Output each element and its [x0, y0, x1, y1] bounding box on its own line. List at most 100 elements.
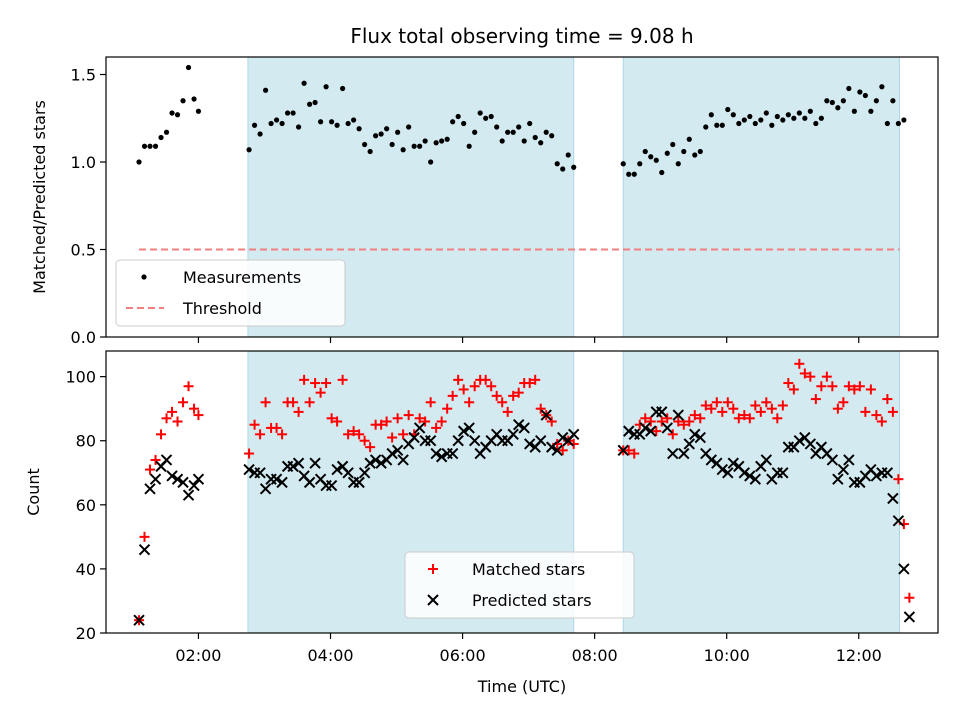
measurement-point — [846, 85, 852, 92]
matched-star-point — [744, 413, 755, 424]
predicted-star-point — [309, 457, 321, 469]
matched-star-point — [161, 413, 172, 424]
y-tick-label: 20 — [76, 624, 96, 643]
matched-star-point — [865, 384, 876, 395]
measurement-point — [862, 92, 868, 99]
measurement-point — [791, 115, 797, 121]
shaded-interval-1 — [622, 350, 900, 634]
matched-star-point — [299, 374, 310, 385]
predicted-star-point — [535, 435, 547, 447]
measurement-point — [769, 122, 775, 128]
matched-star-point — [414, 413, 425, 424]
predicted-star-point — [182, 489, 195, 501]
predicted-star-point — [694, 431, 706, 444]
matched-star-point — [788, 384, 799, 395]
matched-star-point — [524, 378, 535, 389]
measurement-point — [752, 120, 758, 127]
predicted-star-point — [353, 476, 365, 489]
matched-star-point — [513, 387, 524, 398]
matched-star-point — [750, 400, 761, 411]
predicted-star-point — [435, 451, 448, 463]
measurement-point — [195, 108, 202, 114]
predicted-star-point — [777, 467, 789, 479]
predicted-star-point — [397, 454, 409, 466]
legend-label: Matched stars — [472, 560, 585, 579]
matched-star-point — [623, 445, 634, 456]
predicted-star-point — [551, 444, 563, 457]
legend-dot-marker — [141, 274, 147, 280]
predicted-star-point — [259, 483, 272, 495]
measurement-point — [257, 131, 263, 137]
matched-star-point — [843, 381, 854, 392]
matched-star-point — [645, 416, 656, 427]
predicted-star-point — [375, 457, 387, 469]
matched-star-point — [304, 397, 315, 408]
measurement-point — [835, 105, 841, 111]
predicted-star-point — [512, 418, 525, 431]
measurement-point — [813, 120, 819, 127]
measurement-point — [741, 117, 747, 123]
matched-star-point — [739, 410, 750, 421]
measurement-point — [477, 110, 483, 116]
y-tick-label: 100 — [65, 368, 96, 387]
matched-star-point — [629, 448, 640, 459]
predicted-star-point — [413, 422, 426, 434]
matched-star-point — [348, 426, 359, 437]
measurement-point — [384, 126, 390, 132]
measurement-point — [395, 129, 401, 135]
matched-star-point — [425, 397, 436, 408]
measurement-point — [549, 133, 555, 139]
measurement-point — [807, 108, 813, 114]
predicted-star-point — [138, 543, 151, 556]
y-tick-label: 0.5 — [71, 241, 96, 260]
measurement-point — [351, 117, 357, 123]
measurement-point — [631, 171, 637, 177]
measurement-point — [356, 126, 362, 132]
matched-star-point — [706, 403, 717, 414]
matched-star-point — [733, 413, 744, 424]
measurement-point — [329, 119, 335, 125]
legend-x-marker — [427, 594, 439, 606]
matched-star-point — [139, 531, 150, 542]
matched-star-point — [464, 397, 475, 408]
predicted-star-point — [843, 454, 855, 466]
predicted-star-point — [727, 457, 740, 469]
matched-star-point — [491, 390, 502, 401]
predicted-star-point — [364, 457, 376, 469]
predicted-star-point — [793, 435, 806, 447]
measurement-point — [719, 122, 725, 128]
y-tick-label: 40 — [76, 560, 96, 579]
predicted-star-point — [672, 409, 684, 421]
matched-star-point — [678, 419, 689, 430]
measurement-point — [345, 120, 351, 127]
predicted-star-point — [683, 438, 695, 450]
matched-star-point — [172, 416, 183, 427]
matched-star-point — [150, 454, 161, 465]
shaded-interval-1 — [622, 56, 900, 338]
x-axis-label: Time (UTC) — [477, 677, 566, 696]
predicted-star-point — [424, 435, 437, 447]
matched-star-point — [183, 381, 194, 392]
matched-star-point — [255, 429, 266, 440]
measurement-point — [318, 119, 324, 125]
measurement-point — [554, 161, 560, 167]
matched-star-point — [431, 422, 442, 433]
matched-star-point — [810, 394, 821, 405]
predicted-star-point — [523, 438, 536, 450]
measurement-point — [340, 85, 346, 92]
matched-star-point — [794, 358, 805, 369]
legend-label: Threshold — [182, 299, 262, 318]
measurement-point — [648, 154, 654, 160]
predicted-star-point — [192, 473, 205, 485]
predicted-star-point — [892, 515, 905, 527]
measurement-point — [306, 101, 313, 107]
predicted-star-point — [870, 470, 883, 482]
matched-star-point — [486, 381, 497, 392]
predicted-star-point — [270, 473, 283, 485]
predicted-star-point — [716, 463, 729, 476]
measurement-point — [670, 141, 676, 148]
measurement-point — [461, 120, 467, 127]
measurement-point — [152, 143, 159, 149]
